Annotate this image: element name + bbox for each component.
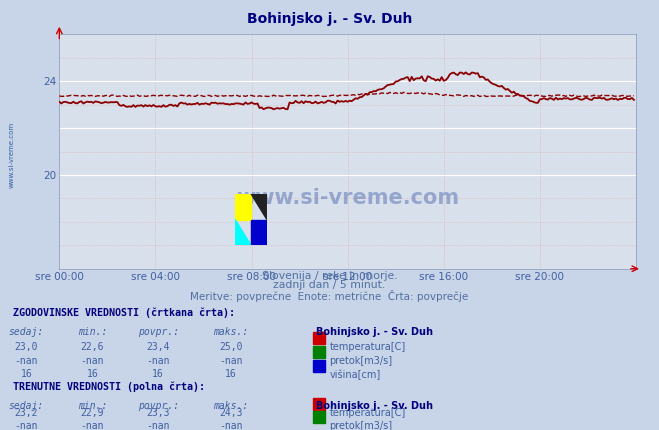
Text: Slovenija / reke in morje.: Slovenija / reke in morje. <box>262 271 397 281</box>
Text: 16: 16 <box>86 369 98 379</box>
Text: zadnji dan / 5 minut.: zadnji dan / 5 minut. <box>273 280 386 290</box>
Text: 16: 16 <box>225 369 237 379</box>
Text: 23,2: 23,2 <box>14 408 38 418</box>
Text: 24,3: 24,3 <box>219 408 243 418</box>
Text: TRENUTNE VREDNOSTI (polna črta):: TRENUTNE VREDNOSTI (polna črta): <box>13 382 205 392</box>
Text: Bohinjsko j. - Sv. Duh: Bohinjsko j. - Sv. Duh <box>247 12 412 26</box>
Text: 23,0: 23,0 <box>14 342 38 352</box>
Text: -nan: -nan <box>219 421 243 430</box>
Text: maks.:: maks.: <box>213 401 248 411</box>
Text: Bohinjsko j. - Sv. Duh: Bohinjsko j. - Sv. Duh <box>316 401 434 411</box>
Text: sedaj:: sedaj: <box>9 401 44 411</box>
Text: www.si-vreme.com: www.si-vreme.com <box>9 122 14 188</box>
Text: -nan: -nan <box>80 356 104 365</box>
Text: Bohinjsko j. - Sv. Duh: Bohinjsko j. - Sv. Duh <box>316 327 434 337</box>
Text: www.si-vreme.com: www.si-vreme.com <box>236 188 459 209</box>
Text: -nan: -nan <box>146 421 170 430</box>
Polygon shape <box>251 194 267 220</box>
Polygon shape <box>235 220 251 245</box>
Text: min.:: min.: <box>78 401 107 411</box>
Text: 23,3: 23,3 <box>146 408 170 418</box>
Bar <box>251 220 267 245</box>
Text: 22,9: 22,9 <box>80 408 104 418</box>
Text: ZGODOVINSKE VREDNOSTI (črtkana črta):: ZGODOVINSKE VREDNOSTI (črtkana črta): <box>13 307 235 318</box>
Text: povpr.:: povpr.: <box>138 327 179 337</box>
Text: -nan: -nan <box>14 421 38 430</box>
Text: 16: 16 <box>20 369 32 379</box>
Text: sedaj:: sedaj: <box>9 327 44 337</box>
Text: 25,0: 25,0 <box>219 342 243 352</box>
Text: pretok[m3/s]: pretok[m3/s] <box>330 421 393 430</box>
Text: Meritve: povprečne  Enote: metrične  Črta: povprečje: Meritve: povprečne Enote: metrične Črta:… <box>190 290 469 302</box>
Text: temperatura[C]: temperatura[C] <box>330 408 406 418</box>
Text: pretok[m3/s]: pretok[m3/s] <box>330 356 393 365</box>
Text: 22,6: 22,6 <box>80 342 104 352</box>
Text: višina[cm]: višina[cm] <box>330 369 381 380</box>
Text: 16: 16 <box>152 369 164 379</box>
Text: -nan: -nan <box>14 356 38 365</box>
Text: maks.:: maks.: <box>213 327 248 337</box>
Text: temperatura[C]: temperatura[C] <box>330 342 406 352</box>
Text: 23,4: 23,4 <box>146 342 170 352</box>
Bar <box>235 194 251 220</box>
Text: -nan: -nan <box>80 421 104 430</box>
Text: -nan: -nan <box>146 356 170 365</box>
Text: min.:: min.: <box>78 327 107 337</box>
Text: -nan: -nan <box>219 356 243 365</box>
Text: povpr.:: povpr.: <box>138 401 179 411</box>
